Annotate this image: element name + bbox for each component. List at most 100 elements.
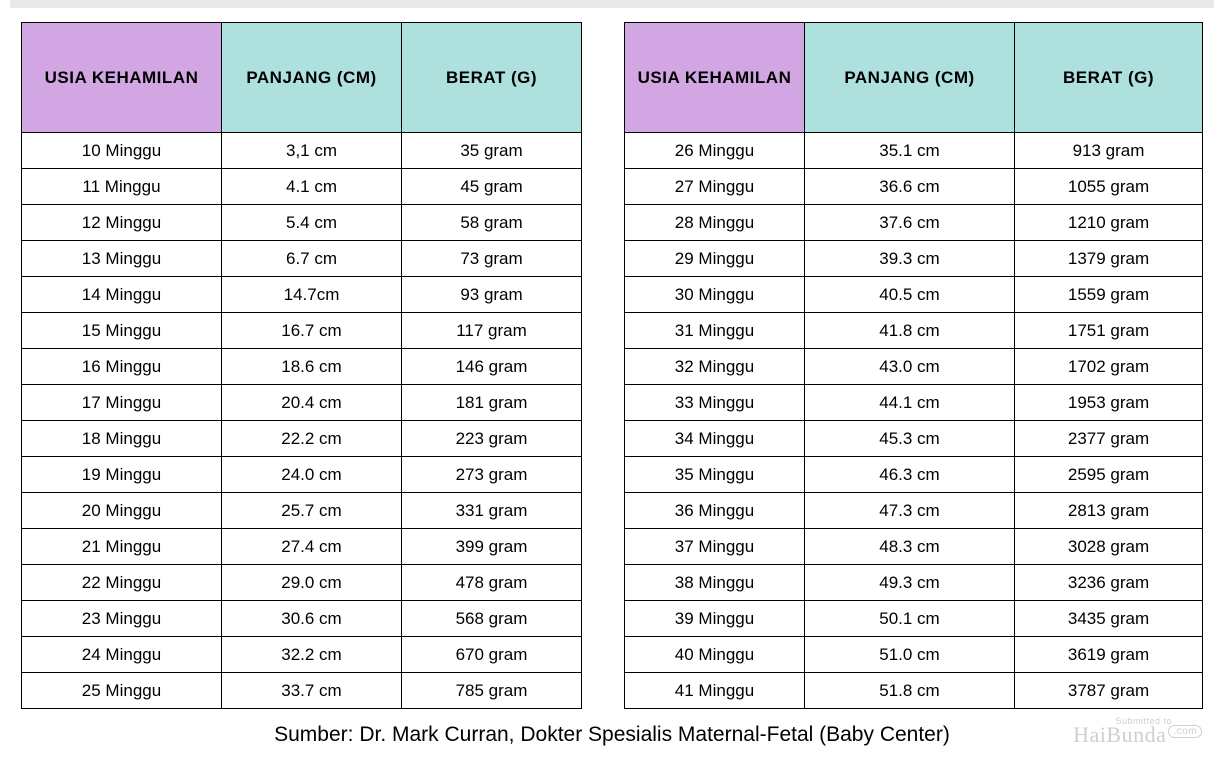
cell-length: 47.3 cm [805,493,1015,529]
table-row: 12 Minggu5.4 cm58 gram [22,205,582,241]
cell-length: 6.7 cm [222,241,402,277]
table-row: 25 Minggu33.7 cm785 gram [22,673,582,709]
table-row: 33 Minggu44.1 cm1953 gram [625,385,1203,421]
cell-weight: 399 gram [402,529,582,565]
cell-length: 48.3 cm [805,529,1015,565]
cell-length: 3,1 cm [222,133,402,169]
cell-age: 10 Minggu [22,133,222,169]
cell-length: 43.0 cm [805,349,1015,385]
table-row: 39 Minggu50.1 cm3435 gram [625,601,1203,637]
cell-length: 49.3 cm [805,565,1015,601]
col-header-weight: BERAT (G) [1015,23,1203,133]
cell-age: 13 Minggu [22,241,222,277]
cell-weight: 58 gram [402,205,582,241]
watermark-suffix: .com [1168,725,1202,738]
cell-length: 32.2 cm [222,637,402,673]
table-header-row: USIA KEHAMILAN PANJANG (CM) BERAT (G) [22,23,582,133]
cell-length: 37.6 cm [805,205,1015,241]
cell-weight: 913 gram [1015,133,1203,169]
col-header-length: PANJANG (CM) [222,23,402,133]
cell-weight: 1953 gram [1015,385,1203,421]
cell-weight: 45 gram [402,169,582,205]
cell-weight: 3236 gram [1015,565,1203,601]
cell-length: 18.6 cm [222,349,402,385]
table-row: 16 Minggu18.6 cm146 gram [22,349,582,385]
table-row: 10 Minggu3,1 cm35 gram [22,133,582,169]
cell-age: 35 Minggu [625,457,805,493]
cell-age: 17 Minggu [22,385,222,421]
tables-container: USIA KEHAMILAN PANJANG (CM) BERAT (G) 10… [0,10,1224,709]
cell-length: 35.1 cm [805,133,1015,169]
table-row: 38 Minggu49.3 cm3236 gram [625,565,1203,601]
cell-length: 16.7 cm [222,313,402,349]
cell-age: 28 Minggu [625,205,805,241]
cell-age: 36 Minggu [625,493,805,529]
table-row: 36 Minggu47.3 cm2813 gram [625,493,1203,529]
growth-table-right: USIA KEHAMILAN PANJANG (CM) BERAT (G) 26… [624,22,1203,709]
cell-age: 12 Minggu [22,205,222,241]
cell-age: 21 Minggu [22,529,222,565]
cell-weight: 3028 gram [1015,529,1203,565]
table-row: 23 Minggu30.6 cm568 gram [22,601,582,637]
cell-weight: 670 gram [402,637,582,673]
cell-weight: 2377 gram [1015,421,1203,457]
table-row: 27 Minggu36.6 cm1055 gram [625,169,1203,205]
cell-age: 32 Minggu [625,349,805,385]
cell-length: 51.8 cm [805,673,1015,709]
cell-weight: 93 gram [402,277,582,313]
cell-age: 38 Minggu [625,565,805,601]
cell-weight: 1055 gram [1015,169,1203,205]
table-row: 22 Minggu29.0 cm478 gram [22,565,582,601]
cell-weight: 117 gram [402,313,582,349]
table-row: 31 Minggu41.8 cm1751 gram [625,313,1203,349]
watermark-brand: HaiBunda [1073,722,1166,747]
cell-length: 24.0 cm [222,457,402,493]
cell-weight: 568 gram [402,601,582,637]
cell-weight: 273 gram [402,457,582,493]
table-row: 21 Minggu27.4 cm399 gram [22,529,582,565]
cell-weight: 478 gram [402,565,582,601]
table-row: 41 Minggu51.8 cm3787 gram [625,673,1203,709]
cell-length: 44.1 cm [805,385,1015,421]
cell-length: 39.3 cm [805,241,1015,277]
cell-age: 39 Minggu [625,601,805,637]
cell-weight: 181 gram [402,385,582,421]
cell-length: 50.1 cm [805,601,1015,637]
cell-weight: 1210 gram [1015,205,1203,241]
table-row: 29 Minggu39.3 cm1379 gram [625,241,1203,277]
table-row: 13 Minggu6.7 cm73 gram [22,241,582,277]
cell-length: 27.4 cm [222,529,402,565]
cell-length: 36.6 cm [805,169,1015,205]
cell-age: 26 Minggu [625,133,805,169]
cell-weight: 223 gram [402,421,582,457]
cell-weight: 2813 gram [1015,493,1203,529]
table-row: 26 Minggu35.1 cm913 gram [625,133,1203,169]
top-strip [10,0,1214,8]
cell-length: 29.0 cm [222,565,402,601]
table-row: 30 Minggu40.5 cm1559 gram [625,277,1203,313]
table-row: 34 Minggu45.3 cm2377 gram [625,421,1203,457]
cell-weight: 1559 gram [1015,277,1203,313]
table-row: 28 Minggu37.6 cm1210 gram [625,205,1203,241]
cell-age: 15 Minggu [22,313,222,349]
table-row: 19 Minggu24.0 cm273 gram [22,457,582,493]
table-row: 17 Minggu20.4 cm181 gram [22,385,582,421]
cell-length: 33.7 cm [222,673,402,709]
cell-length: 22.2 cm [222,421,402,457]
cell-weight: 3787 gram [1015,673,1203,709]
col-header-age: USIA KEHAMILAN [22,23,222,133]
table-row: 32 Minggu43.0 cm1702 gram [625,349,1203,385]
col-header-age: USIA KEHAMILAN [625,23,805,133]
cell-age: 37 Minggu [625,529,805,565]
page-root: USIA KEHAMILAN PANJANG (CM) BERAT (G) 10… [0,0,1224,762]
cell-length: 41.8 cm [805,313,1015,349]
cell-length: 45.3 cm [805,421,1015,457]
table-row: 35 Minggu46.3 cm2595 gram [625,457,1203,493]
table-header-row: USIA KEHAMILAN PANJANG (CM) BERAT (G) [625,23,1203,133]
table-row: 24 Minggu32.2 cm670 gram [22,637,582,673]
cell-length: 20.4 cm [222,385,402,421]
table-row: 20 Minggu25.7 cm331 gram [22,493,582,529]
table-row: 11 Minggu4.1 cm45 gram [22,169,582,205]
cell-weight: 1751 gram [1015,313,1203,349]
cell-age: 16 Minggu [22,349,222,385]
